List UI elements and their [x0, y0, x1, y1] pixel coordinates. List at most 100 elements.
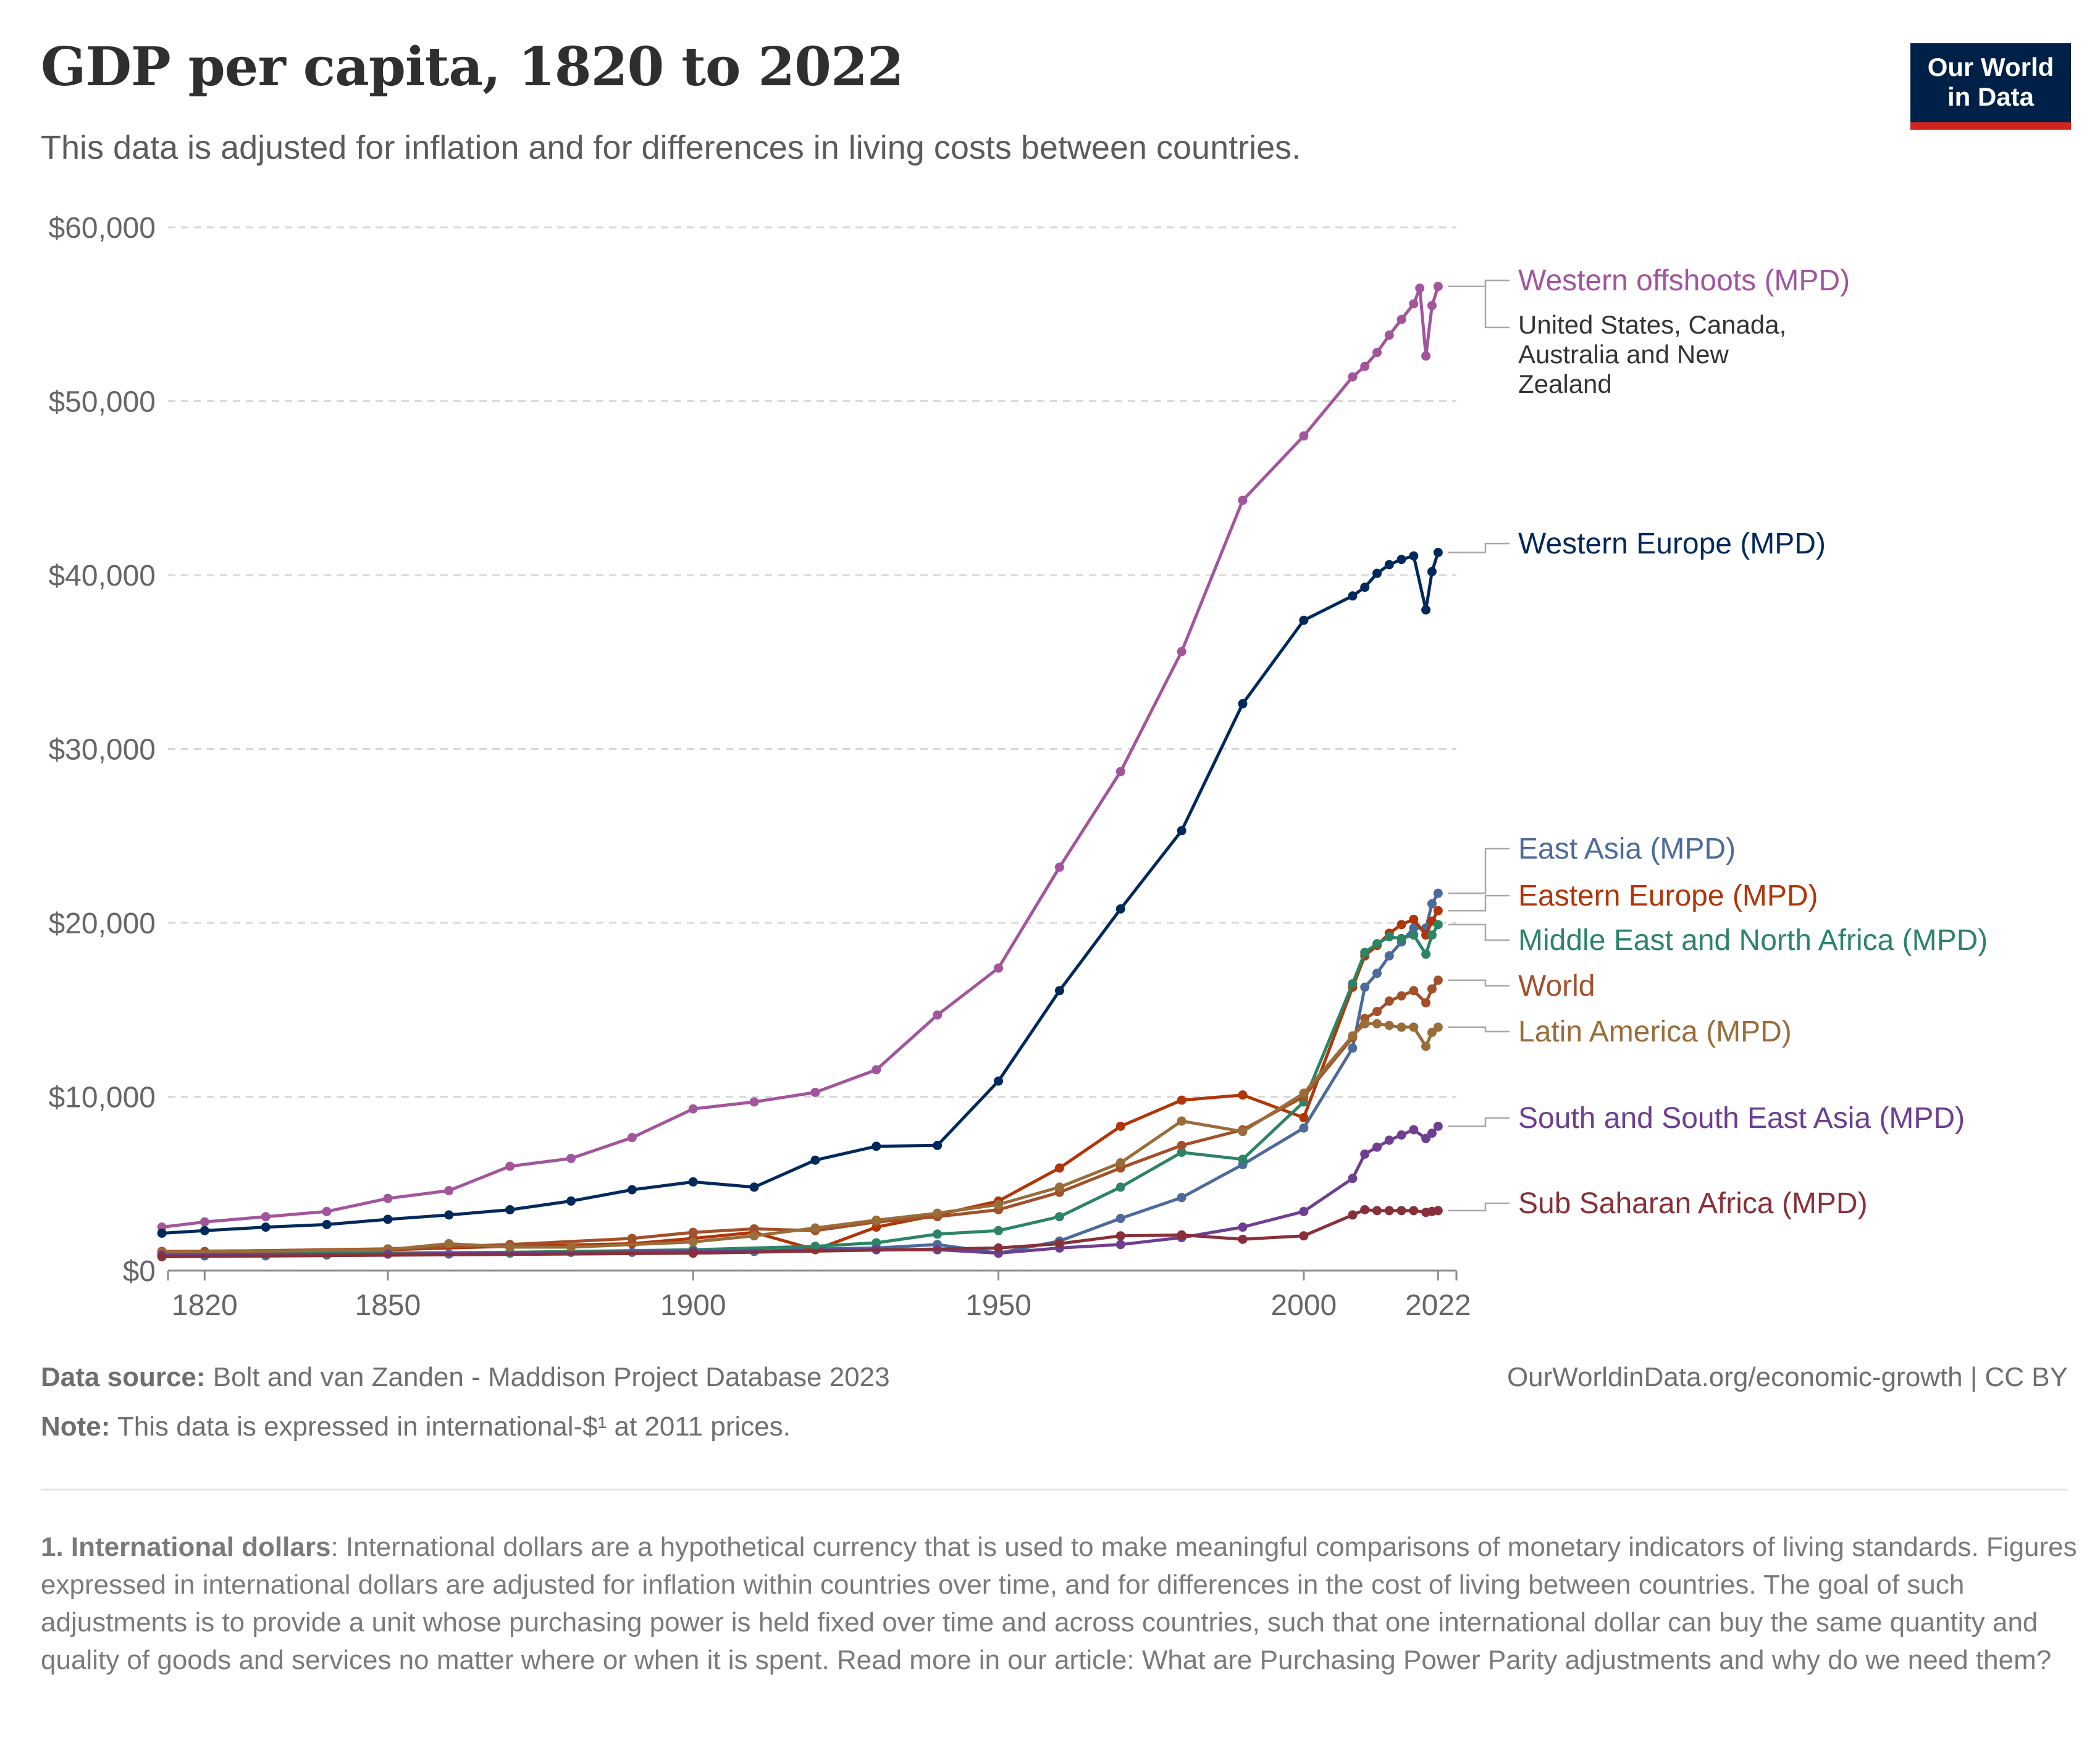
data-point	[872, 1215, 881, 1225]
series-line	[162, 910, 1440, 1253]
data-point	[1396, 1206, 1406, 1216]
footnote: 1. International dollars: International …	[41, 1528, 2079, 1679]
source-url-link[interactable]: OurWorldinData.org/economic-growth | CC …	[1506, 1362, 2068, 1392]
y-tick-label: $60,000	[48, 212, 156, 245]
data-point	[933, 1140, 943, 1150]
data-point	[1054, 1212, 1064, 1222]
data-point	[1427, 1027, 1437, 1037]
data-point	[1421, 1133, 1431, 1143]
data-point	[1238, 1234, 1248, 1244]
data-point	[1372, 348, 1382, 358]
data-point	[749, 1224, 759, 1234]
y-tick-label: $20,000	[48, 907, 156, 940]
label-connector	[1448, 1026, 1510, 1033]
data-point	[1177, 1148, 1186, 1158]
series-labels: Western offshoots (MPD) United States, Ca…	[1448, 264, 1988, 1220]
label-connector	[1448, 847, 1510, 894]
label-connector	[1448, 279, 1510, 287]
data-point	[1372, 568, 1382, 578]
data-point	[444, 1238, 454, 1248]
x-tick-label: 1950	[965, 1289, 1031, 1322]
data-point	[1409, 923, 1419, 933]
data-point	[1177, 1230, 1186, 1240]
x-tick-label: 1900	[660, 1289, 726, 1322]
data-point	[1115, 767, 1125, 776]
data-point	[872, 1065, 881, 1075]
data-point	[1177, 1116, 1186, 1126]
data-point	[444, 1186, 454, 1196]
data-point	[688, 1104, 698, 1114]
data-point	[1177, 647, 1186, 657]
data-point	[1421, 1041, 1431, 1051]
line-chart: $0 $10,000 $20,000 $30,000 $40,000 $50,000 $60…	[48, 212, 1988, 1322]
series-line	[162, 892, 1440, 1258]
data-point	[383, 1214, 393, 1224]
data-point	[1238, 1090, 1248, 1100]
data-point	[1433, 975, 1443, 985]
footnote-label: 1. International dollars	[41, 1532, 331, 1562]
data-point	[1177, 1140, 1186, 1150]
series-label: East Asia (MPD)	[1518, 833, 1736, 865]
data-point	[1384, 951, 1394, 961]
data-point	[1238, 699, 1248, 709]
data-point	[1427, 566, 1437, 576]
data-point	[1427, 301, 1437, 311]
chart-title: GDP per capita, 1820 to 2022	[41, 36, 904, 98]
label-connector	[1448, 894, 1510, 912]
data-point	[749, 1097, 759, 1107]
data-point	[1384, 932, 1394, 942]
data-point	[200, 1217, 209, 1227]
data-point	[810, 1155, 820, 1165]
data-point	[1396, 314, 1406, 324]
series-line	[161, 285, 1440, 1229]
data-point	[444, 1210, 454, 1220]
data-point	[1299, 1123, 1309, 1133]
series-line	[162, 1022, 1439, 1254]
data-point	[749, 1182, 759, 1192]
y-tick-label: $40,000	[48, 560, 156, 592]
data-point	[872, 1142, 881, 1151]
data-point	[566, 1196, 576, 1206]
data-point	[810, 1087, 820, 1097]
data-point	[1115, 1182, 1125, 1192]
gridlines	[168, 226, 1456, 1098]
data-point	[1299, 1112, 1309, 1122]
data-point	[1427, 1129, 1437, 1138]
data-point	[1115, 904, 1125, 914]
data-point	[688, 1237, 698, 1247]
y-axis-ticks: $0 $10,000 $20,000 $30,000 $40,000 $50,000 $60…	[48, 212, 156, 1288]
footnote-text: : International dollars are a hypothetic…	[41, 1532, 2077, 1675]
data-point	[1433, 888, 1443, 898]
data-point	[157, 1228, 167, 1238]
data-point	[1372, 939, 1382, 949]
data-point	[1396, 1130, 1406, 1140]
data-point	[1396, 933, 1406, 943]
data-point	[1384, 1206, 1394, 1216]
series-label: Western Europe (MPD)	[1518, 528, 1826, 560]
x-tick-label: 1820	[172, 1289, 238, 1322]
y-tick-label: $50,000	[48, 386, 156, 419]
data-point	[688, 1227, 698, 1237]
y-tick-label: $0	[123, 1255, 156, 1288]
series-label: Western offshoots (MPD)	[1518, 264, 1850, 297]
x-tick-label: 2000	[1270, 1289, 1337, 1322]
data-source: Data source: Bolt and van Zanden - Maddi…	[41, 1362, 890, 1393]
data-point	[322, 1206, 332, 1216]
data-source-label: Data source:	[41, 1362, 206, 1392]
data-point	[1238, 1127, 1248, 1137]
data-point	[1348, 1210, 1358, 1220]
data-point	[1396, 991, 1406, 1001]
label-connector	[1484, 280, 1510, 329]
data-point	[1396, 920, 1406, 930]
data-point	[1054, 986, 1064, 996]
data-point	[994, 1076, 1004, 1086]
data-point	[1115, 1214, 1125, 1224]
data-point	[1415, 284, 1425, 293]
label-connector	[1448, 1117, 1510, 1127]
owid-logo[interactable]: Our World in Data	[1910, 43, 2071, 130]
data-point	[994, 1243, 1004, 1253]
x-axis: 1820 1850 1900 1950 2000 2022	[167, 1269, 1471, 1322]
data-point	[1360, 1149, 1370, 1159]
data-point	[1409, 1206, 1419, 1216]
data-point	[1238, 1154, 1248, 1164]
